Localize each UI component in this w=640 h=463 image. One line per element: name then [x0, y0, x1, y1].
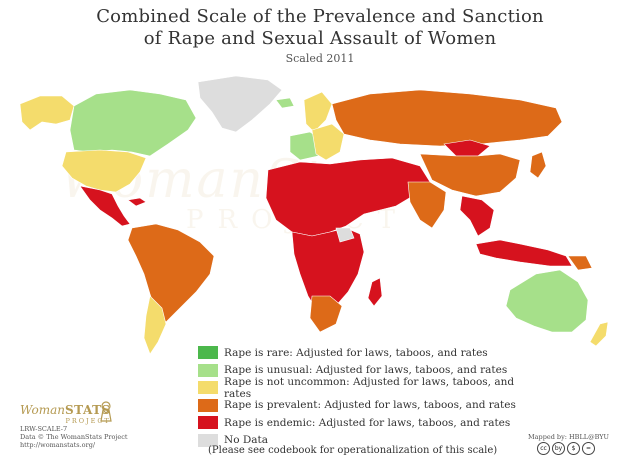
logo-stats-text: STATS: [65, 403, 111, 417]
title-line-1: Combined Scale of the Prevalence and San…: [96, 6, 544, 27]
region-russia: [331, 89, 563, 147]
legend-swatch: [198, 381, 218, 395]
region-africa-nodata: [335, 227, 355, 243]
region-southern-cone: [143, 295, 167, 355]
womanstats-emblem-icon: [100, 401, 112, 422]
legend-label: Rape is endemic: Adjusted for laws, tabo…: [224, 416, 511, 429]
mapped-by: Mapped by: HBLL@BYU: [528, 433, 610, 441]
region-australia: [505, 269, 589, 333]
title-line-2: of Rape and Sexual Assault of Women: [143, 28, 497, 49]
world-map: [19, 75, 609, 355]
region-southeast-asia: [459, 195, 495, 237]
credit-url: http://womanstats.org/: [20, 441, 96, 450]
region-scandinavia: [303, 91, 333, 133]
region-madagascar: [367, 277, 383, 307]
region-png: [567, 255, 593, 271]
region-southern-europe: [311, 123, 345, 161]
logo-woman-text: Woman: [20, 403, 66, 417]
legend-label: Rape is prevalent: Adjusted for laws, ta…: [224, 399, 516, 412]
legend-label: Rape is unusual: Adjusted for laws, tabo…: [224, 364, 508, 377]
legend-item: No Data: [198, 432, 518, 450]
legend-label: No Data: [224, 434, 269, 447]
cc-by-icon: by: [552, 442, 565, 455]
region-japan: [529, 151, 547, 179]
region-china: [419, 153, 521, 197]
legend-swatch: [198, 346, 218, 360]
region-central-africa: [291, 227, 365, 313]
region-caribbean: [127, 197, 147, 207]
logo-project-text: PROJECT: [65, 417, 111, 425]
region-alaska: [19, 95, 75, 131]
legend-item: Rape is unusual: Adjusted for laws, tabo…: [198, 362, 518, 380]
cc-license-icons: cc by $ =: [537, 442, 595, 455]
region-usa: [61, 149, 147, 193]
region-middle-east-north-africa: [265, 157, 431, 237]
legend-item: Rape is endemic: Adjusted for laws, tabo…: [198, 414, 518, 432]
legend-label: Rape is not uncommon: Adjusted for laws,…: [224, 375, 515, 400]
legend-swatch: [198, 398, 218, 412]
legend-swatch: [198, 433, 218, 447]
cc-nd-icon: =: [582, 442, 595, 455]
region-mexico: [79, 185, 131, 227]
region-iceland: [275, 97, 295, 109]
region-mongolia: [443, 139, 491, 157]
region-india: [407, 181, 447, 229]
cc-icon: cc: [537, 442, 550, 455]
credit-data: Data © The WomanStats Project: [20, 433, 128, 442]
credits: LRW-SCALE-7 Data © The WomanStats Projec…: [20, 425, 127, 450]
legend-swatch: [198, 416, 218, 430]
map-title: Combined Scale of the Prevalence and San…: [0, 6, 640, 50]
legend-item: Rape is not uncommon: Adjusted for laws,…: [198, 375, 518, 400]
region-greenland: [197, 75, 283, 133]
legend-label: Rape is rare: Adjusted for laws, taboos,…: [224, 346, 488, 359]
womanstats-logo: WomanSTATS PROJECT: [20, 403, 111, 425]
region-canada: [69, 89, 197, 157]
legend-item: Rape is rare: Adjusted for laws, taboos,…: [198, 344, 518, 362]
region-south-america: [127, 223, 215, 323]
cc-nc-icon: $: [567, 442, 580, 455]
credit-scale-id: LRW-SCALE-7: [20, 425, 68, 433]
region-new-zealand: [589, 321, 609, 347]
region-southern-africa: [309, 295, 343, 333]
legend: Rape is rare: Adjusted for laws, taboos,…: [198, 344, 518, 449]
map-subtitle: Scaled 2011: [285, 52, 355, 65]
region-indonesia: [475, 239, 573, 267]
legend-item: Rape is prevalent: Adjusted for laws, ta…: [198, 397, 518, 415]
codebook-note: (Please see codebook for operationalizat…: [208, 445, 498, 456]
legend-swatch: [198, 363, 218, 377]
